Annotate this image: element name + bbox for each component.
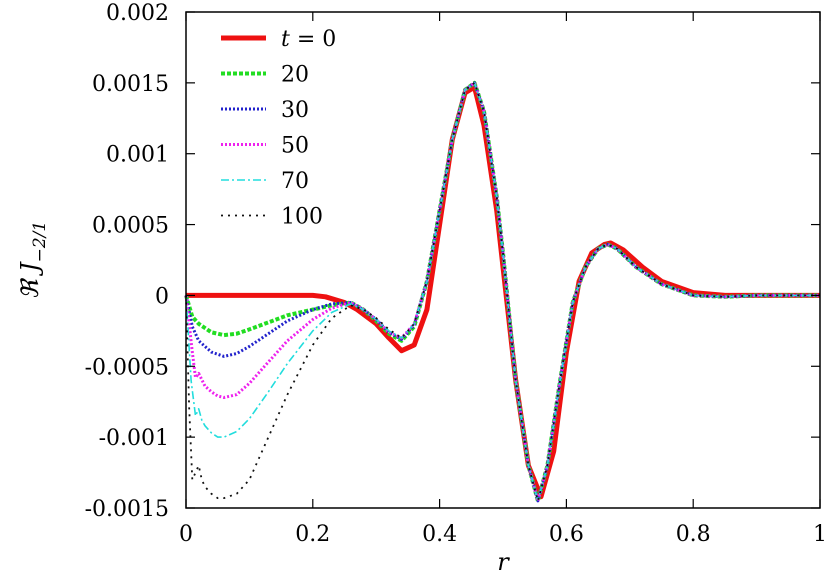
y-axis-label-subscript: −2/1 [30, 221, 50, 263]
x-tick-label: 0 [179, 522, 193, 547]
x-tick-label: 0.6 [549, 522, 584, 547]
y-tick-label: 0.001 [106, 143, 169, 168]
x-axis: 0 0.2 0.4 0.6 0.8 1 [179, 12, 827, 547]
y-tick-label: 0.002 [106, 1, 169, 26]
plot-frame [185, 11, 821, 509]
y-tick-label: -0.001 [99, 426, 169, 451]
y-tick-label: 0 [155, 284, 169, 309]
legend-label-4: 70 [281, 169, 309, 194]
x-tick-label: 0.8 [676, 522, 711, 547]
legend-label-2: 30 [281, 98, 309, 123]
legend-label-0: t = 0 [281, 27, 336, 52]
y-tick-label: 0.0005 [92, 214, 169, 239]
y-tick-label: 0.0015 [92, 72, 169, 97]
y-tick-label: -0.0015 [85, 497, 169, 522]
legend: t = 0 20 30 50 70 100 [221, 27, 336, 230]
series-line-0 [186, 84, 820, 500]
legend-label-1: 20 [281, 63, 309, 88]
x-axis-label: r [497, 548, 510, 576]
y-axis-label-main: ℜ J [16, 261, 44, 299]
y-axis-label: ℜ J−2/1 [16, 221, 50, 299]
legend-label-3: 50 [281, 134, 309, 159]
x-tick-label: 1 [813, 522, 827, 547]
y-tick-label: -0.0005 [85, 355, 169, 380]
x-tick-label: 0.2 [295, 522, 330, 547]
legend-label-5: 100 [281, 205, 323, 230]
x-tick-label: 0.4 [422, 522, 457, 547]
series-group [184, 80, 820, 503]
y-axis: -0.0015 -0.001 -0.0005 0 0.0005 0.001 0.0015 0.… [85, 1, 820, 522]
